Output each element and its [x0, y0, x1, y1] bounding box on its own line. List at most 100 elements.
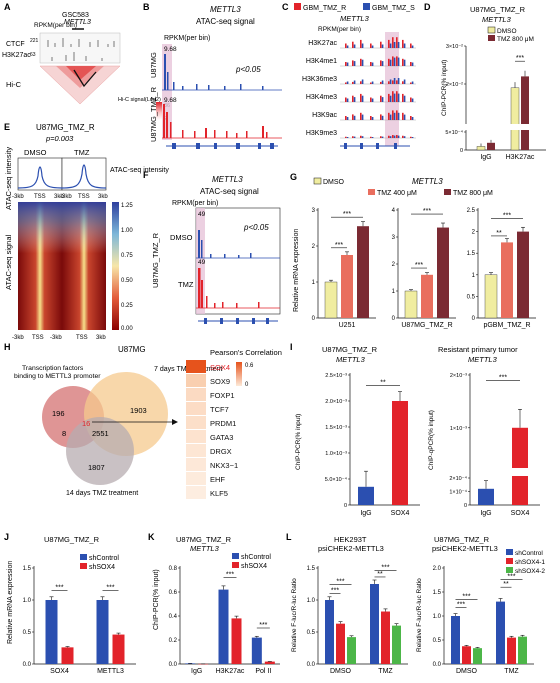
panel-l-right-ytick-label: 1.0 — [433, 614, 442, 620]
panel-c-signal-tmz-s — [403, 95, 406, 102]
panel-k-category-label: IgG — [191, 668, 202, 675]
panel-b-row1-signal — [164, 54, 264, 90]
panel-a-hic-colorbar — [156, 102, 162, 120]
panel-g: G METTL3 DMSO TMZ 400 μM TMZ 800 μM Rela… — [290, 172, 536, 329]
panel-c-signal-tmz-r — [380, 41, 382, 48]
panel-g-2-sig-label: *** — [423, 208, 431, 215]
panel-f-row2-max: 49 — [198, 259, 206, 266]
panel-e: E U87MG_TMZ_R p=0.003 DMSO TMZ ATAC-seq … — [4, 122, 169, 341]
panel-c-signal-tmz-s — [389, 43, 392, 48]
panel-c-signal-tmz-s — [403, 114, 406, 120]
panel-h-heat-cell — [186, 388, 206, 401]
panel-c-signal-tmz-s — [346, 117, 349, 120]
panel-i-left-ylabel: ChIP-PCR(% input) — [295, 414, 302, 470]
panel-g-3-sig-label: ** — [496, 230, 502, 237]
panel-a-h3k27ac-track — [51, 52, 103, 61]
panel-j-title: U87MG_TMZ_R — [44, 535, 100, 544]
panel-c-signal-tmz-r — [396, 135, 398, 138]
panel-h-label-tf: Transcription factors binding to METTL3 … — [14, 365, 101, 380]
panel-d-category-label: H3K27ac — [506, 154, 535, 161]
panel-k-bar — [251, 637, 262, 664]
panel-g-2-ytick-label: 1 — [392, 289, 396, 295]
panel-c-signal-tmz-s — [411, 117, 414, 120]
panel-h-heat-title: Pearson's Correlation — [210, 348, 282, 357]
panel-b: B METTL3 ATAC-seq signal RPKM(per bin) 9… — [143, 2, 282, 149]
panel-j-category-label: METTL3 — [97, 668, 124, 675]
panel-g-2-sig-label: *** — [415, 262, 423, 269]
panel-c-signal-tmz-s — [346, 62, 349, 66]
panel-b-subtitle: ATAC-seq signal — [196, 17, 255, 26]
panel-l-right-ylabel: Relative F-luc/R-luc Ratio — [416, 578, 423, 652]
panel-c-signal-tmz-s — [389, 136, 392, 138]
panel-c-signal-tmz-r — [345, 136, 347, 138]
panel-c-signal-tmz-s — [361, 114, 364, 120]
panel-c-signal-tmz-s — [393, 42, 396, 48]
panel-c-signal-tmz-s — [353, 44, 356, 48]
panel-c-signal-tmz-s — [353, 136, 356, 138]
panel-c-signal-tmz-r — [388, 81, 390, 84]
panel-c-signal-tmz-s — [403, 43, 406, 48]
panel-i-right-gene: METTL3 — [468, 355, 498, 364]
panel-e-xtick-9: -3kb — [50, 335, 62, 341]
panel-c-signal-tmz-s — [393, 135, 396, 138]
panel-l-legend2: shSOX4-1 — [515, 559, 545, 566]
panel-c-signal-tmz-r — [345, 116, 347, 120]
panel-l-left-bar — [370, 584, 379, 664]
panel-d: D U87MG_TMZ_R METTL3 ChIP-PCR(% input) D… — [424, 2, 546, 161]
panel-c-signal-tmz-s — [361, 59, 364, 66]
panel-i-left-ytick-label: 2.0×10⁻³ — [325, 399, 347, 405]
panel-k-bar — [231, 618, 242, 664]
panel-c-signal-tmz-s — [371, 45, 374, 48]
panel-j-sig-label: *** — [55, 584, 63, 591]
panel-c-signal-tmz-r — [345, 43, 347, 48]
panel-k-ytick-label: 0.8 — [169, 566, 178, 572]
panel-d-bar — [487, 142, 495, 150]
panel-c-mark-label: H3K9ac — [312, 112, 337, 119]
panel-c-signal-tmz-s — [346, 45, 349, 48]
panel-c-signal-tmz-r — [370, 82, 372, 84]
panel-c-signal-tmz-r — [360, 81, 362, 84]
panel-c-signal-tmz-r — [380, 136, 382, 138]
panel-l-left-bar — [392, 625, 401, 664]
panel-h-gene-label: EHF — [210, 475, 225, 484]
panel-l-legend1: shControl — [515, 550, 543, 557]
panel-c-signal-tmz-s — [397, 135, 400, 138]
panel-e-xtick-7: -3kb — [12, 335, 24, 341]
panel-k-category-label: H3K27ac — [216, 668, 245, 675]
panel-c-signal-tmz-r — [345, 97, 347, 102]
panel-c-legend1: GBM_TMZ_R — [303, 5, 346, 12]
panel-j-legend1: shControl — [89, 555, 119, 562]
panel-i: I U87MG_TMZ_R METTL3 Resistant primary t… — [290, 342, 540, 517]
panel-j-category-label: SOX4 — [50, 668, 69, 675]
panel-k-ytick-label: 0.6 — [169, 590, 178, 596]
panel-c-signal-tmz-s — [411, 137, 414, 138]
panel-i-right-ytick-label: 0 — [464, 503, 467, 509]
panel-i-left-title: U87MG_TMZ_R — [322, 345, 378, 354]
panel-e-xtick-5: TSS — [78, 194, 90, 200]
panel-c-signal-tmz-r — [380, 95, 382, 102]
panel-h-heat-cell — [186, 486, 206, 499]
panel-e-cbtick-3: 0.75 — [121, 253, 133, 259]
panel-d-gene: METTL3 — [482, 15, 512, 24]
panel-h-scale-min: 0 — [245, 382, 249, 388]
panel-c-signal-tmz-r — [396, 37, 398, 48]
panel-c-signal-tmz-r — [410, 116, 412, 120]
panel-c-signal-tmz-r — [352, 41, 354, 48]
panel-g-legend2: TMZ 400 μM — [377, 190, 417, 197]
panel-c-signal-tmz-s — [361, 95, 364, 102]
panel-g-ylabel: Relative mRNA expression — [293, 229, 300, 312]
panel-c-signal-tmz-r — [370, 43, 372, 48]
panel-c-signal-tmz-r — [392, 56, 394, 66]
panel-l-left-ylabel: Relative F-luc/R-luc Ratio — [291, 578, 298, 652]
panel-g-3-sig-label: *** — [503, 213, 511, 220]
panel-b-track-label: RPKM(per bin) — [164, 35, 210, 42]
panel-h-gene-label: NKX3−1 — [210, 461, 238, 470]
panel-d-letter: D — [424, 2, 431, 12]
panel-a-letter: A — [4, 2, 11, 12]
panel-g-2-category-label: U87MG_TMZ_R — [401, 322, 452, 329]
panel-l-right-bar — [462, 646, 471, 664]
panel-h-letter: H — [4, 342, 11, 352]
panel-l-right-category-label: DMSO — [456, 668, 478, 675]
panel-c-signal-tmz-s — [389, 114, 392, 120]
panel-e-letter: E — [4, 122, 10, 132]
